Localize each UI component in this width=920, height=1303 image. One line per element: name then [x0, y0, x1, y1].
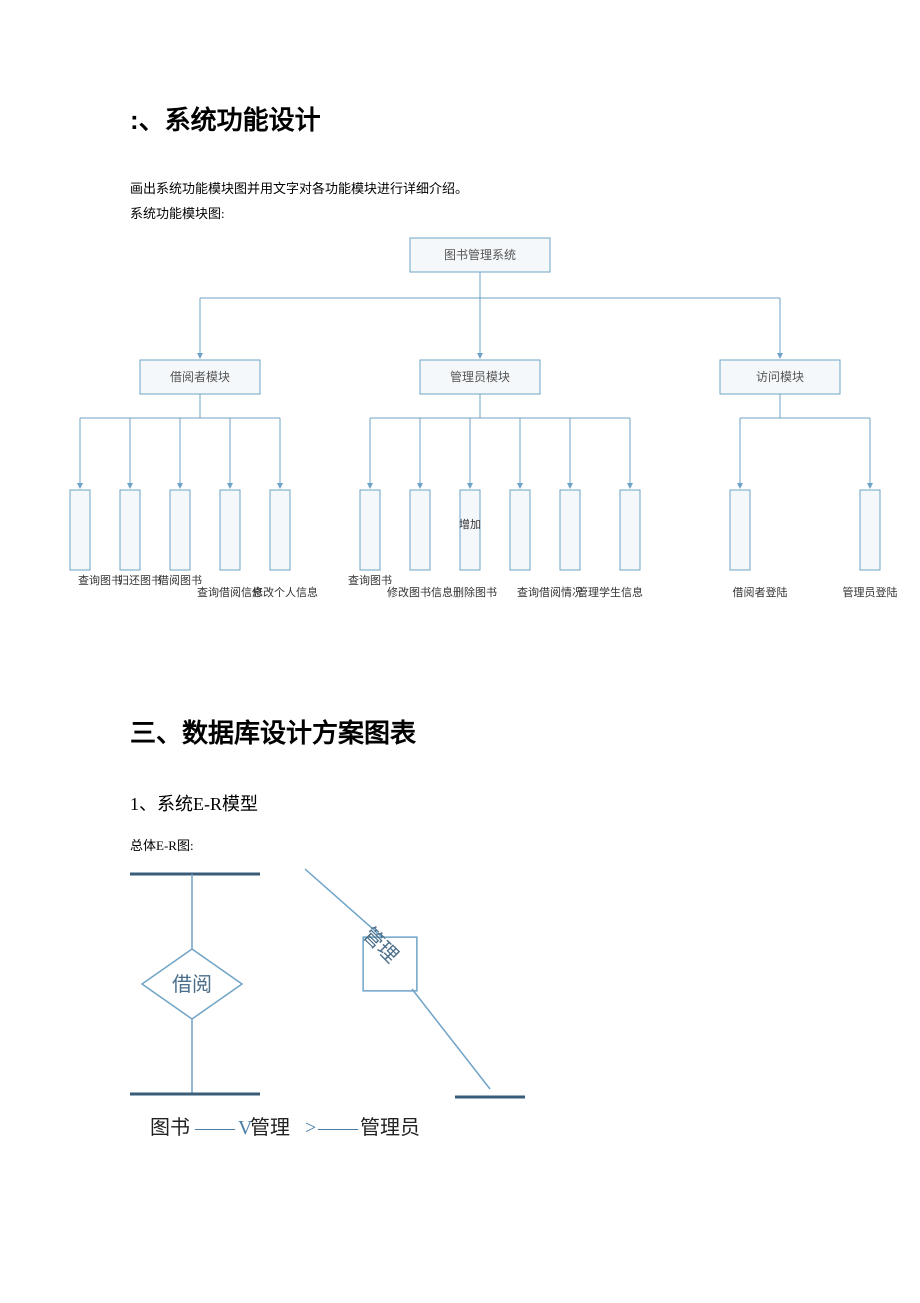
intro-text-2: 系统功能模块图:	[130, 202, 880, 225]
heading-db-design: 三、数据库设计方案图表	[130, 713, 880, 750]
org-chart: 图书管理系统 借阅者模块 管理员模块 访问模块 查询图书	[40, 228, 920, 618]
svg-text:借阅者登陆: 借阅者登陆	[733, 585, 788, 599]
svg-text:增加: 增加	[459, 517, 481, 531]
svg-text:查询图书: 查询图书	[78, 573, 122, 587]
org-l2-1: 管理员模块	[450, 369, 510, 384]
er-caption: 总体E-R图:	[130, 834, 880, 857]
org-leaf-g2: 查询图书 修改图书信息 增加 删除图书 查询借阅情况	[348, 418, 643, 599]
er-diamond-borrow: 借阅	[172, 973, 212, 996]
er-bottom-gt: >	[305, 1117, 316, 1139]
org-leaf-g3: 借阅者登陆 管理员登陆	[730, 418, 898, 599]
intro-text-1: 画出系统功能模块图并用文字对各功能模块进行详细介绍。	[130, 177, 880, 200]
svg-text:修改个人信息: 修改个人信息	[252, 585, 318, 599]
svg-text:查询图书: 查询图书	[348, 573, 392, 587]
er-bottom-book: 图书	[150, 1116, 190, 1139]
svg-text:查询借阅情况: 查询借阅情况	[517, 585, 583, 599]
org-l2-0: 借阅者模块	[170, 370, 230, 384]
er-bottom-admin: 管理员	[360, 1116, 420, 1139]
svg-text:删除图书: 删除图书	[453, 585, 497, 599]
er-bottom-manage: 管理	[250, 1116, 290, 1139]
svg-text:归还图书: 归还图书	[118, 573, 162, 587]
er-diagram: 借阅 管理 图书 —— V 管理 > —— 管理员	[120, 859, 620, 1149]
org-l2-2: 访问模块	[756, 370, 804, 384]
svg-text:借阅图书: 借阅图书	[158, 574, 202, 587]
org-leaf-g1: 查询图书 归还图书 借阅图书 查询借阅信息 修改个人信息	[70, 418, 318, 599]
heading-system-design: :、系统功能设计	[130, 100, 880, 137]
svg-text:管理学生信息: 管理学生信息	[577, 585, 643, 599]
svg-text:——: ——	[194, 1117, 236, 1139]
svg-text:管理员登陆: 管理员登陆	[843, 585, 898, 599]
org-root: 图书管理系统	[444, 247, 516, 262]
svg-text:修改图书信息: 修改图书信息	[387, 585, 453, 599]
svg-text:——: ——	[317, 1117, 359, 1139]
heading-er-model: 1、系统E-R模型	[130, 790, 880, 816]
